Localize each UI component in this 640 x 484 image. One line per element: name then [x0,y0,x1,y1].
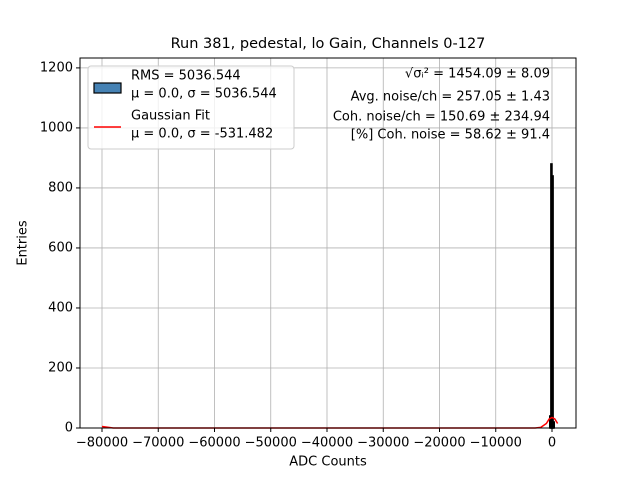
legend-label: RMS = 5036.544 [131,69,241,84]
annotation: √σᵢ² = 1454.09 ± 8.09 [405,67,550,82]
x-tick-label: −40000 [301,436,353,451]
x-tick-label: −80000 [76,436,128,451]
y-tick-label: 200 [48,360,73,375]
x-tick-label: −30000 [357,436,409,451]
histogram-bar [552,421,555,429]
legend-detail: μ = 0.0, σ = -531.482 [131,127,273,142]
axes-frame [79,57,577,429]
chart-title: Run 381, pedestal, lo Gain, Channels 0-1… [171,36,486,52]
legend-box [87,65,295,150]
x-axis-label: ADC Counts [289,455,367,470]
legend-swatch [93,82,122,94]
x-tick-label: −50000 [245,436,297,451]
y-axis-label: Entries [16,220,31,266]
x-tick-label: −10000 [470,436,522,451]
legend-label: Gaussian Fit [131,109,210,124]
y-tick-label: 1000 [40,120,73,135]
x-tick-label: −20000 [413,436,465,451]
x-tick-label: −60000 [188,436,240,451]
y-tick-label: 800 [48,180,73,195]
x-tick-label: 0 [548,436,556,451]
y-tick-label: 0 [65,421,73,436]
histogram-bar [551,175,554,429]
annotation: [%] Coh. noise = 58.62 ± 91.4 [351,128,550,143]
y-tick-label: 600 [48,240,73,255]
x-tick-label: −70000 [132,436,184,451]
y-tick-label: 1200 [40,60,73,75]
legend-detail: μ = 0.0, σ = 5036.544 [131,87,277,102]
y-tick-label: 400 [48,300,73,315]
annotation: Coh. noise/ch = 150.69 ± 234.94 [333,110,550,125]
annotation: Avg. noise/ch = 257.05 ± 1.43 [351,90,550,105]
